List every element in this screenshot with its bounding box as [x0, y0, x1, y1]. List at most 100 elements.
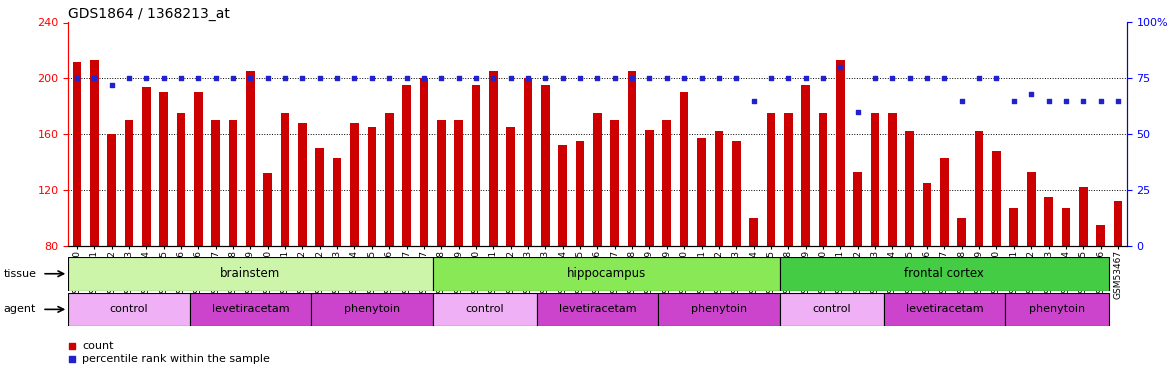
- Bar: [780, 257, 1109, 291]
- Point: [588, 75, 607, 81]
- Point: [709, 75, 728, 81]
- Point: [501, 75, 520, 81]
- Text: agent: agent: [4, 304, 36, 314]
- Point: [744, 98, 763, 104]
- Point: [953, 98, 971, 104]
- Point: [310, 75, 329, 81]
- Point: [883, 75, 902, 81]
- Bar: [507, 127, 515, 246]
- Point: [987, 75, 1005, 81]
- Bar: [784, 113, 793, 246]
- Point: [432, 75, 450, 81]
- Text: tissue: tissue: [4, 269, 36, 279]
- Point: [380, 75, 399, 81]
- Text: frontal cortex: frontal cortex: [904, 267, 984, 280]
- Bar: [350, 123, 359, 246]
- Bar: [125, 120, 133, 246]
- Bar: [870, 113, 880, 246]
- Point: [189, 75, 208, 81]
- Bar: [1009, 208, 1018, 246]
- Text: levetiracetam: levetiracetam: [906, 304, 983, 314]
- Point: [206, 75, 225, 81]
- Point: [267, 148, 286, 154]
- Bar: [437, 120, 446, 246]
- Point: [675, 75, 694, 81]
- Text: hippocampus: hippocampus: [567, 267, 646, 280]
- Point: [449, 75, 468, 81]
- Bar: [68, 292, 189, 326]
- Bar: [212, 120, 220, 246]
- Point: [623, 75, 642, 81]
- Point: [1091, 98, 1110, 104]
- Bar: [402, 85, 410, 246]
- Point: [223, 75, 242, 81]
- Bar: [767, 113, 775, 246]
- Point: [901, 75, 920, 81]
- Bar: [315, 148, 325, 246]
- Text: levetiracetam: levetiracetam: [559, 304, 636, 314]
- Bar: [659, 292, 780, 326]
- Point: [345, 75, 363, 81]
- Text: GDS1864 / 1368213_at: GDS1864 / 1368213_at: [68, 8, 230, 21]
- Bar: [142, 87, 151, 246]
- Point: [1056, 98, 1075, 104]
- Bar: [246, 71, 255, 246]
- Point: [570, 75, 589, 81]
- Bar: [159, 92, 168, 246]
- Point: [727, 75, 746, 81]
- Bar: [662, 120, 671, 246]
- Point: [553, 75, 572, 81]
- Bar: [312, 292, 433, 326]
- Point: [136, 75, 155, 81]
- Bar: [385, 113, 394, 246]
- Bar: [73, 62, 81, 246]
- Bar: [715, 131, 723, 246]
- Bar: [433, 292, 536, 326]
- Point: [362, 75, 381, 81]
- Point: [85, 75, 103, 81]
- Text: phenytoin: phenytoin: [690, 304, 747, 314]
- Bar: [298, 123, 307, 246]
- Point: [693, 75, 711, 81]
- Text: brainstem: brainstem: [220, 267, 281, 280]
- Point: [328, 75, 347, 81]
- Point: [657, 75, 676, 81]
- Bar: [1114, 201, 1122, 246]
- Point: [1040, 98, 1058, 104]
- Point: [483, 75, 502, 81]
- Point: [67, 75, 86, 81]
- Point: [1004, 98, 1023, 104]
- Bar: [1044, 197, 1053, 246]
- Bar: [993, 151, 1001, 246]
- Bar: [559, 145, 567, 246]
- Bar: [523, 78, 533, 246]
- Point: [848, 109, 867, 115]
- Point: [275, 75, 294, 81]
- Text: levetiracetam: levetiracetam: [212, 304, 289, 314]
- Bar: [541, 85, 549, 246]
- Point: [970, 75, 989, 81]
- Bar: [628, 71, 636, 246]
- Bar: [433, 257, 780, 291]
- Bar: [1027, 172, 1036, 246]
- Bar: [281, 113, 289, 246]
- Bar: [749, 218, 757, 246]
- Bar: [176, 113, 186, 246]
- Text: control: control: [813, 304, 851, 314]
- Bar: [610, 120, 619, 246]
- Bar: [957, 218, 967, 246]
- Text: percentile rank within the sample: percentile rank within the sample: [82, 354, 270, 364]
- Bar: [472, 85, 480, 246]
- Bar: [489, 71, 497, 246]
- Point: [1074, 98, 1093, 104]
- Text: phenytoin: phenytoin: [343, 304, 400, 314]
- Point: [102, 82, 121, 88]
- Bar: [1005, 292, 1109, 326]
- Bar: [888, 113, 897, 246]
- Bar: [576, 141, 584, 246]
- Bar: [818, 113, 827, 246]
- Text: control: control: [466, 304, 505, 314]
- Point: [120, 75, 139, 81]
- Point: [397, 75, 416, 81]
- Point: [267, 271, 286, 277]
